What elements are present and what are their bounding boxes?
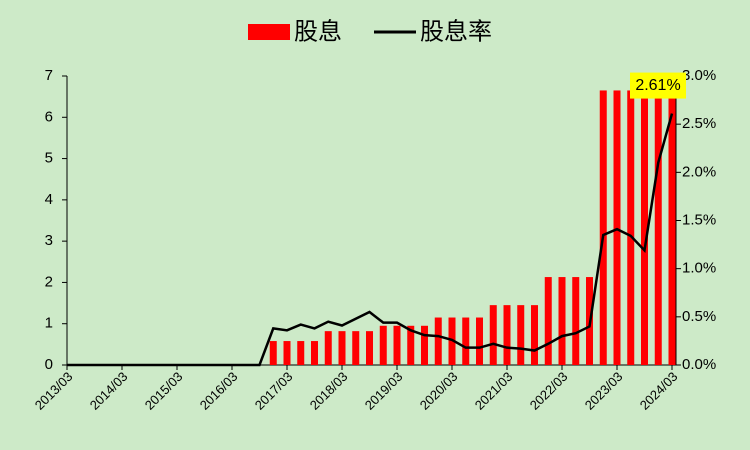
x-tick-label: 2022/03 — [527, 369, 571, 413]
x-tick-label: 2015/03 — [142, 369, 186, 413]
x-tick-label: 2021/03 — [472, 369, 516, 413]
x-tick-label: 2013/03 — [32, 369, 76, 413]
bar — [379, 325, 387, 365]
bar — [531, 305, 538, 365]
legend-label: 股息 — [294, 18, 342, 45]
bar — [434, 317, 442, 365]
bar — [627, 90, 635, 365]
data-label: 2.61% — [635, 77, 680, 94]
y2-tick-label: 2.5% — [682, 115, 716, 132]
legend-swatch — [248, 24, 290, 40]
x-tick-label: 2016/03 — [197, 369, 241, 413]
x-tick-label: 2024/03 — [637, 369, 681, 413]
y2-tick-label: 2.0% — [682, 163, 716, 180]
label-bg — [630, 72, 686, 99]
bar — [613, 90, 621, 365]
line — [67, 113, 674, 367]
bar — [668, 90, 676, 365]
x-tick-label: 2017/03 — [252, 369, 296, 413]
bar — [544, 277, 552, 365]
bar — [283, 341, 291, 365]
bar — [641, 90, 648, 365]
bar — [311, 341, 318, 365]
y-tick-label: 5 — [45, 150, 53, 167]
y2-tick-label: 0.5% — [682, 308, 716, 325]
legend-label: 股息率 — [420, 18, 492, 45]
bar — [599, 90, 607, 365]
x-tick-label: 2014/03 — [87, 369, 131, 413]
bar — [476, 317, 483, 365]
bar — [462, 317, 470, 365]
bar — [324, 331, 332, 365]
y-tick-label: 6 — [45, 108, 53, 125]
bar — [352, 331, 360, 365]
y-tick-label: 7 — [45, 67, 53, 84]
bar — [297, 341, 305, 365]
bar — [503, 305, 511, 365]
y2-tick-label: 1.5% — [682, 211, 716, 228]
x-tick-label: 2020/03 — [417, 369, 461, 413]
bar — [269, 341, 277, 365]
bar — [366, 331, 373, 365]
bar — [421, 325, 428, 365]
bar — [489, 305, 497, 365]
x-tick-label: 2018/03 — [307, 369, 351, 413]
x-tick-label: 2019/03 — [362, 369, 406, 413]
x-tick-label: 2023/03 — [582, 369, 626, 413]
y-tick-label: 1 — [45, 315, 53, 332]
bar — [393, 325, 401, 365]
y-tick-label: 3 — [45, 232, 53, 249]
y-tick-label: 0 — [45, 356, 53, 373]
bar — [407, 325, 415, 365]
bar — [558, 277, 566, 365]
y2-tick-label: 1.0% — [682, 260, 716, 277]
bar — [572, 277, 580, 365]
y-tick-label: 4 — [45, 191, 53, 208]
y2-tick-label: 0.0% — [682, 356, 716, 373]
bar — [654, 90, 662, 365]
bar — [517, 305, 525, 365]
y2-tick-label: 3.0% — [682, 67, 716, 84]
y-tick-label: 2 — [45, 273, 53, 290]
bar — [338, 331, 346, 365]
